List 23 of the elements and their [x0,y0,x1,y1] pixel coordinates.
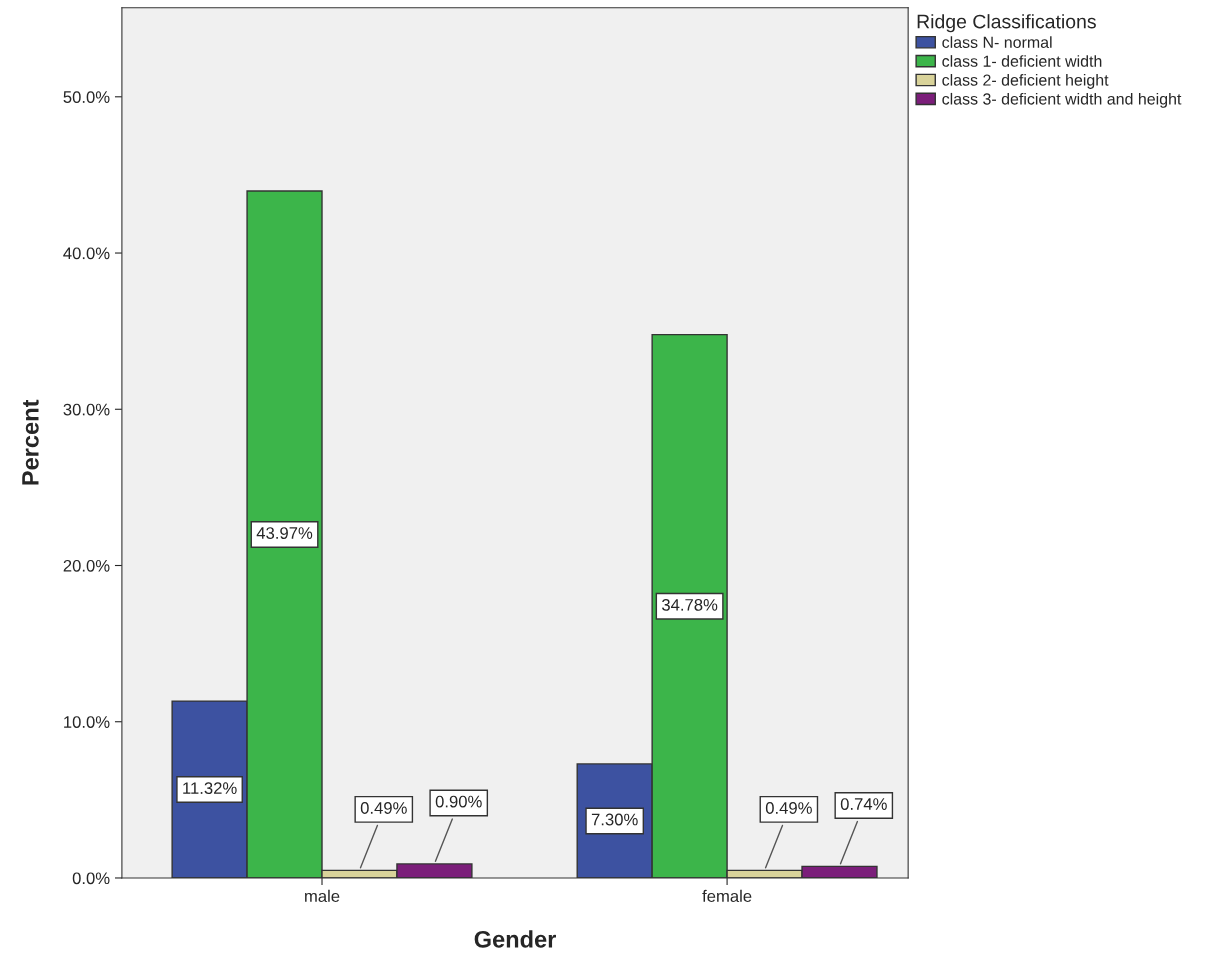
legend-title: Ridge Classifications [917,14,1096,33]
data-label: 34.78% [661,598,718,611]
data-label: 7.30% [591,813,638,826]
data-label: 43.97% [256,527,313,539]
y-axis-title: Percent [22,399,39,485]
y-tick-label: 10.0% [64,716,110,728]
data-label: 0.49% [360,802,407,814]
y-tick-label: 50.0% [63,91,110,103]
y-tick-label: 0.0% [72,872,110,885]
data-label: 0.90% [435,795,482,808]
y-tick-label: 40.0% [63,247,110,260]
x-tick-label: male [305,889,340,903]
legend-label: class N- normal [942,36,1052,48]
legend-label: class 2- deficient height [942,74,1109,89]
x-axis-title: Gender [474,930,556,948]
x-tick-label: female [702,889,752,903]
data-label: 11.32% [183,782,237,795]
legend-label: class 1- deficient width [942,55,1102,67]
y-tick-label: 20.0% [63,559,110,572]
y-tick-label: 30.0% [63,403,110,416]
data-label: 0.74% [840,798,887,810]
data-label: 0.49% [765,802,812,814]
legend-label: class 3- deficient width and height [942,92,1182,108]
